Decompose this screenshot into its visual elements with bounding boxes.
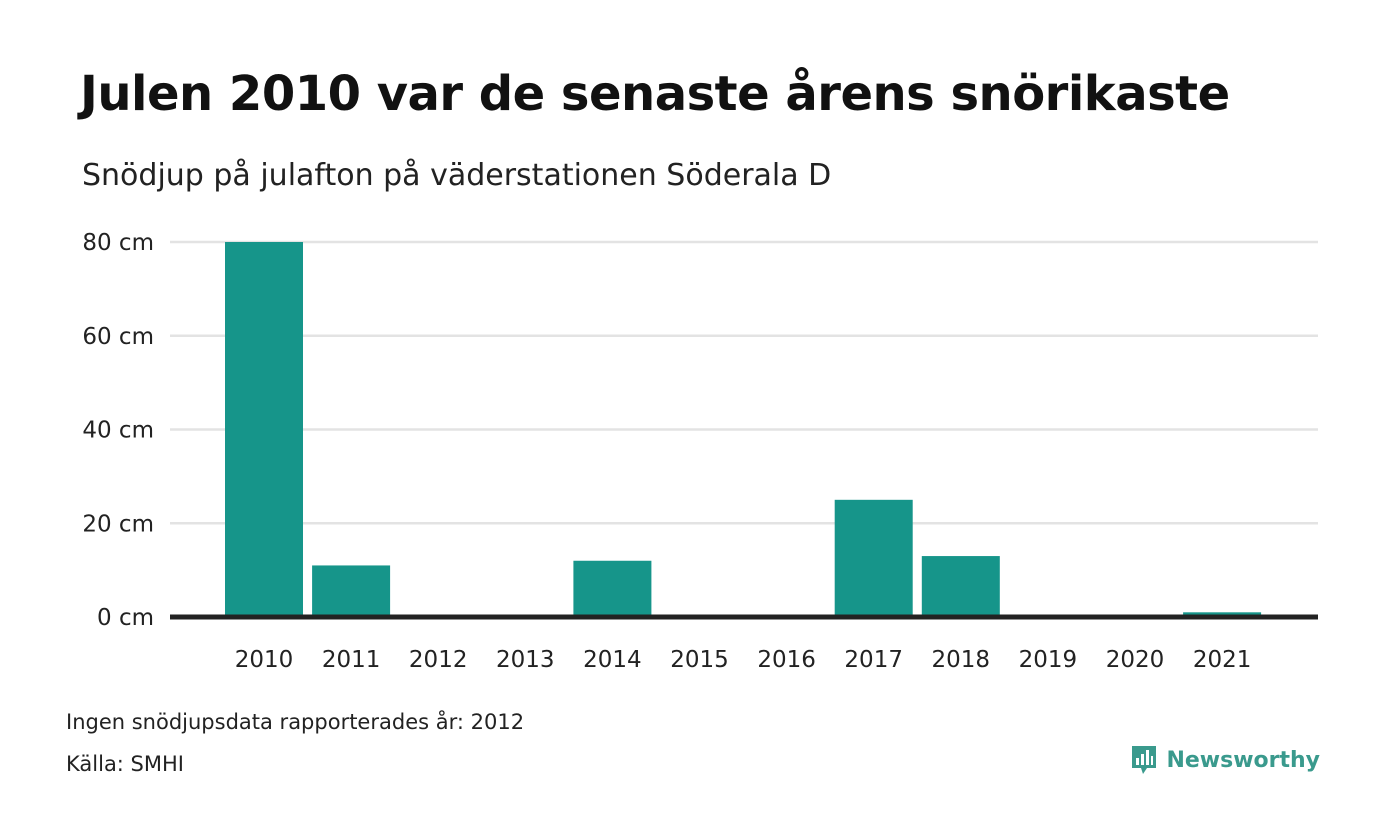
x-tick-label: 2019 xyxy=(1019,647,1078,673)
y-tick-label: 60 cm xyxy=(82,324,154,350)
x-tick-label: 2015 xyxy=(670,647,729,673)
bar-chart: 0 cm 20 cm 40 cm 60 cm 80 cm 2010 2011 2012 2013… xyxy=(82,230,1318,673)
x-tick-label: 2011 xyxy=(322,647,381,673)
x-tick-label: 2021 xyxy=(1193,647,1252,673)
x-tick-label: 2016 xyxy=(757,647,816,673)
y-tick-label: 80 cm xyxy=(82,230,154,256)
x-tick-label: 2010 xyxy=(235,647,294,673)
y-tick-label: 20 cm xyxy=(82,511,154,537)
bar-2010 xyxy=(225,242,303,617)
bar-2017 xyxy=(834,499,913,617)
y-tick-label: 0 cm xyxy=(97,605,154,631)
x-tick-label: 2013 xyxy=(496,647,555,673)
chart-title: Julen 2010 var de senaste årens snörikas… xyxy=(80,66,1230,122)
brand-logo: Newsworthy xyxy=(1130,744,1320,776)
missing-data-note: Ingen snödjupsdata rapporterades år: 201… xyxy=(66,710,525,734)
newsworthy-logo-icon xyxy=(1132,746,1157,774)
x-tick-label: 2012 xyxy=(409,647,468,673)
chart-subtitle: Snödjup på julafton på väderstationen Sö… xyxy=(82,158,832,193)
x-tick-label: 2014 xyxy=(583,647,642,673)
bar-2014 xyxy=(573,560,652,617)
bar-2018 xyxy=(921,556,1000,617)
source-note: Källa: SMHI xyxy=(66,752,184,776)
brand-name: Newsworthy xyxy=(1166,747,1320,773)
bar-2011 xyxy=(312,565,391,617)
y-tick-label: 40 cm xyxy=(82,418,154,444)
x-tick-label: 2017 xyxy=(844,647,903,673)
x-tick-label: 2018 xyxy=(932,647,991,673)
x-tick-label: 2020 xyxy=(1106,647,1165,673)
